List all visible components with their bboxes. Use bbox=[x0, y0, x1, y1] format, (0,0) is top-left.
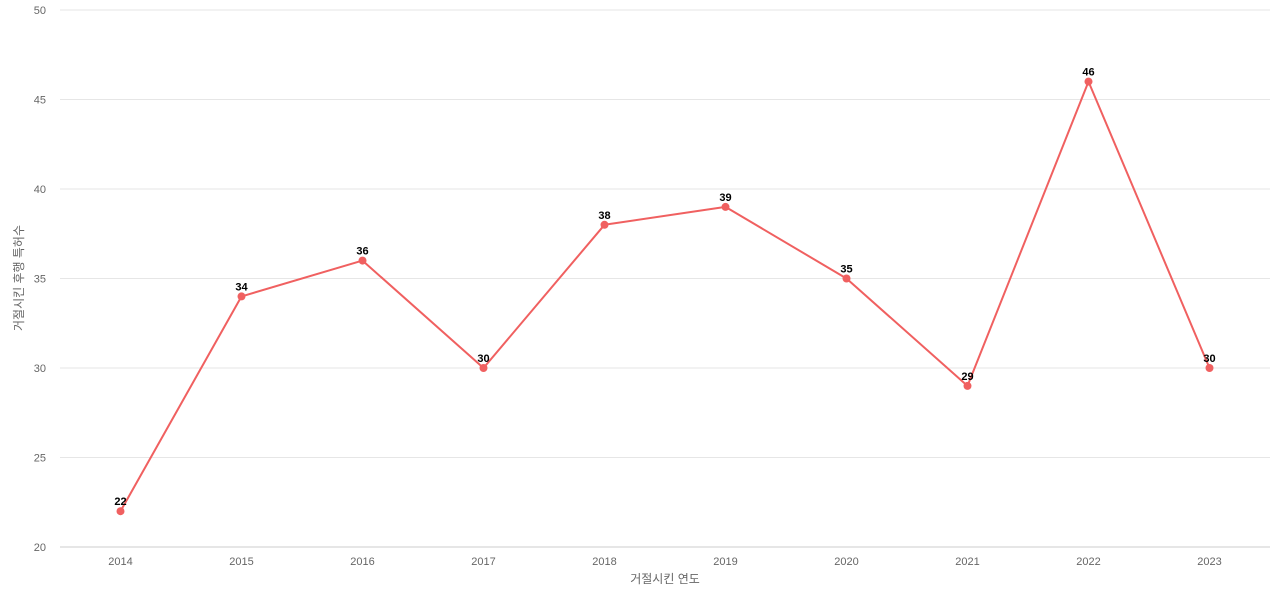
data-label: 39 bbox=[719, 192, 731, 204]
data-label: 30 bbox=[1203, 353, 1215, 365]
x-axis-ticks: 2014 2015 2016 2017 2018 2019 2020 2021 2022 2023 bbox=[108, 556, 1221, 568]
y-tick-label: 40 bbox=[34, 184, 46, 196]
series-layer bbox=[116, 77, 1214, 516]
data-point[interactable] bbox=[1205, 364, 1214, 372]
y-tick-label: 50 bbox=[34, 5, 46, 17]
y-tick-label: 20 bbox=[34, 542, 46, 554]
x-tick-label: 2015 bbox=[229, 556, 253, 568]
y-tick-label: 25 bbox=[34, 453, 46, 465]
data-point[interactable] bbox=[237, 292, 246, 301]
x-tick-label: 2023 bbox=[1197, 556, 1221, 568]
data-label: 36 bbox=[356, 246, 368, 258]
grid-layer bbox=[60, 9, 1270, 548]
x-tick-label: 2022 bbox=[1076, 556, 1100, 568]
x-axis-title: 거절시킨 연도 bbox=[630, 572, 700, 586]
data-point[interactable] bbox=[358, 256, 367, 265]
y-tick-label: 45 bbox=[34, 95, 46, 107]
data-label: 34 bbox=[235, 281, 248, 293]
data-point[interactable] bbox=[600, 220, 609, 229]
data-label: 30 bbox=[477, 353, 489, 365]
x-tick-label: 2020 bbox=[834, 556, 858, 568]
data-label: 29 bbox=[961, 371, 973, 383]
x-tick-label: 2018 bbox=[592, 556, 616, 568]
data-label: 35 bbox=[840, 264, 852, 276]
data-label: 46 bbox=[1082, 67, 1094, 79]
x-tick-label: 2014 bbox=[108, 556, 132, 568]
data-label: 22 bbox=[114, 496, 126, 508]
x-tick-label: 2017 bbox=[471, 556, 495, 568]
data-point[interactable] bbox=[116, 507, 125, 516]
data-point[interactable] bbox=[479, 364, 488, 372]
x-tick-label: 2021 bbox=[955, 556, 979, 568]
data-point[interactable] bbox=[1084, 77, 1093, 86]
data-point[interactable] bbox=[721, 202, 730, 211]
data-point[interactable] bbox=[963, 381, 972, 390]
series-line bbox=[119, 80, 1211, 513]
x-tick-label: 2016 bbox=[350, 556, 374, 568]
y-axis-ticks: 20 25 30 35 40 45 50 bbox=[34, 5, 46, 554]
y-tick-label: 30 bbox=[34, 363, 46, 375]
data-label: 38 bbox=[598, 210, 610, 222]
x-tick-label: 2019 bbox=[713, 556, 737, 568]
y-axis-title: 거절시킨 후행 특허수 bbox=[11, 225, 26, 331]
data-point[interactable] bbox=[842, 274, 851, 283]
y-tick-label: 35 bbox=[34, 274, 46, 286]
data-labels: 22 34 36 30 38 39 35 29 46 30 bbox=[114, 67, 1215, 509]
